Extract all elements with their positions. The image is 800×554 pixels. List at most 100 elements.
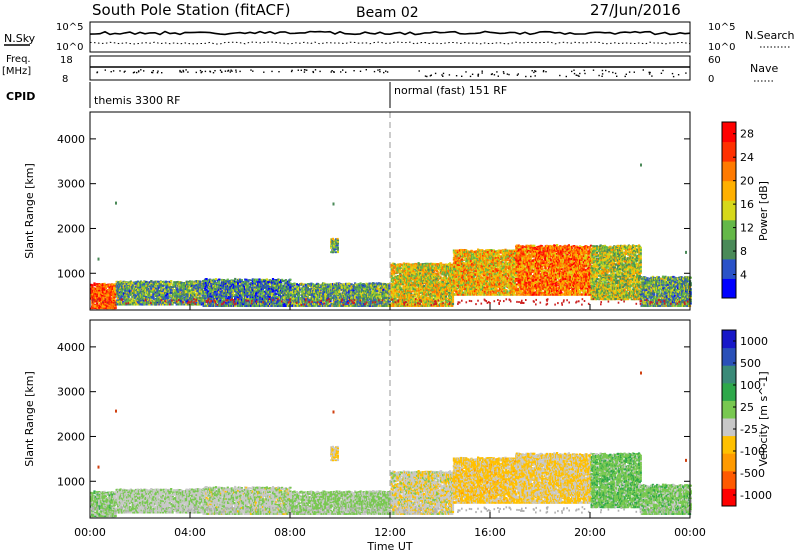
nave-dot xyxy=(573,70,574,71)
nave-dot xyxy=(157,72,158,73)
nave-dot xyxy=(616,76,617,77)
nave-dot xyxy=(387,71,388,72)
nave-dot xyxy=(213,72,214,73)
echo-cell xyxy=(337,247,339,249)
nave-series xyxy=(96,69,686,77)
echo-cell xyxy=(170,280,172,282)
echo-cell xyxy=(241,279,243,281)
echo-cell xyxy=(298,293,300,295)
echo-cell xyxy=(199,300,201,302)
cpid-segment-2: normal (fast) 151 RF xyxy=(394,84,507,97)
nave-dot xyxy=(331,71,332,72)
nave-dot xyxy=(482,71,483,72)
echo-cell xyxy=(380,287,382,289)
nave-dot xyxy=(584,70,585,71)
nave-dot xyxy=(525,76,526,77)
nave-dot xyxy=(598,75,599,76)
freq-tick-top: 18 xyxy=(60,55,73,66)
nave-dot xyxy=(649,73,650,74)
nave-dot xyxy=(205,71,206,72)
echo-cell xyxy=(374,300,376,302)
nave-dot xyxy=(602,70,603,71)
echo-cell xyxy=(129,304,131,306)
nave-dot xyxy=(134,72,135,73)
nave-dot xyxy=(584,73,585,74)
nave-dot xyxy=(435,73,436,74)
echo-cell xyxy=(327,285,329,287)
echo-cell xyxy=(378,290,380,291)
nave-dot xyxy=(319,71,320,72)
nave-dot xyxy=(634,72,635,73)
noise-tick-bottom-left: 10^0 xyxy=(56,42,83,53)
echo-cell xyxy=(92,306,94,307)
echo-cell xyxy=(199,281,201,283)
nave-dot xyxy=(685,72,686,73)
nave-dot xyxy=(470,76,471,77)
nave-dot xyxy=(456,75,457,76)
nave-dot xyxy=(441,74,442,75)
nave-dot xyxy=(304,71,305,72)
echo-cell xyxy=(234,305,236,307)
echo-cell xyxy=(218,283,220,285)
nave-dot xyxy=(252,71,253,72)
echo-cell xyxy=(117,292,119,294)
nave-dot xyxy=(360,71,361,72)
echo-cell xyxy=(369,289,371,291)
echo-cell xyxy=(398,293,400,294)
echo-cell xyxy=(172,288,174,290)
echo-cell xyxy=(115,307,117,309)
nave-dot xyxy=(377,69,378,70)
echo-cell xyxy=(289,279,291,281)
echo-cell xyxy=(160,281,162,283)
echo-cell xyxy=(337,245,339,246)
echo-cell xyxy=(290,289,292,291)
nave-dot xyxy=(608,71,609,72)
nave-dot xyxy=(602,73,603,74)
nave-dot xyxy=(235,70,236,71)
nave-dot xyxy=(236,71,237,72)
nave-dot xyxy=(231,71,232,72)
echo-cell xyxy=(260,293,262,294)
echo-cell xyxy=(254,287,256,289)
nave-tick-top: 60 xyxy=(708,55,721,66)
noise-panel: N.Sky 10^5 10^0 10^5 10^0 N.Search xyxy=(4,22,795,53)
nave-dot xyxy=(379,71,380,72)
echo-cell xyxy=(376,288,378,290)
echo-cell xyxy=(399,285,401,287)
echo-cell xyxy=(240,287,242,289)
echo-cell xyxy=(274,291,276,293)
echo-cell xyxy=(351,297,353,299)
nave-tick-bottom: 0 xyxy=(708,74,714,85)
nave-dot xyxy=(105,69,106,70)
nave-dot xyxy=(482,72,483,73)
noise-tick-bottom-right: 10^0 xyxy=(708,42,735,53)
station-title: South Pole Station (fitACF) xyxy=(92,1,290,19)
echo-cell xyxy=(218,280,220,282)
beam-title: Beam 02 xyxy=(356,5,419,21)
nsky-series xyxy=(90,32,690,35)
cpid-panel: CPID themis 3300 RF normal (fast) 151 RF xyxy=(6,82,507,108)
nave-dot xyxy=(228,70,229,71)
echo-cell xyxy=(294,294,296,296)
echo-cell xyxy=(172,304,174,305)
nave-dot xyxy=(574,73,575,74)
nave-dot xyxy=(111,71,112,72)
echo-cell xyxy=(109,292,111,294)
nave-dot xyxy=(662,70,663,71)
nave-dot xyxy=(157,71,158,72)
echo-cell xyxy=(299,289,301,291)
nave-dot xyxy=(136,72,137,73)
nave-dot xyxy=(649,72,650,73)
nave-dot xyxy=(140,69,141,70)
echo-cell xyxy=(203,286,205,288)
nave-dot xyxy=(334,72,335,73)
nave-dot xyxy=(535,75,536,76)
nave-dot xyxy=(593,70,594,71)
echo-cell xyxy=(313,291,315,293)
echo-cell xyxy=(327,296,329,297)
nave-dot xyxy=(425,75,426,76)
nave-dot xyxy=(508,74,509,75)
nave-dot xyxy=(138,71,139,72)
echo-cell xyxy=(298,294,300,296)
